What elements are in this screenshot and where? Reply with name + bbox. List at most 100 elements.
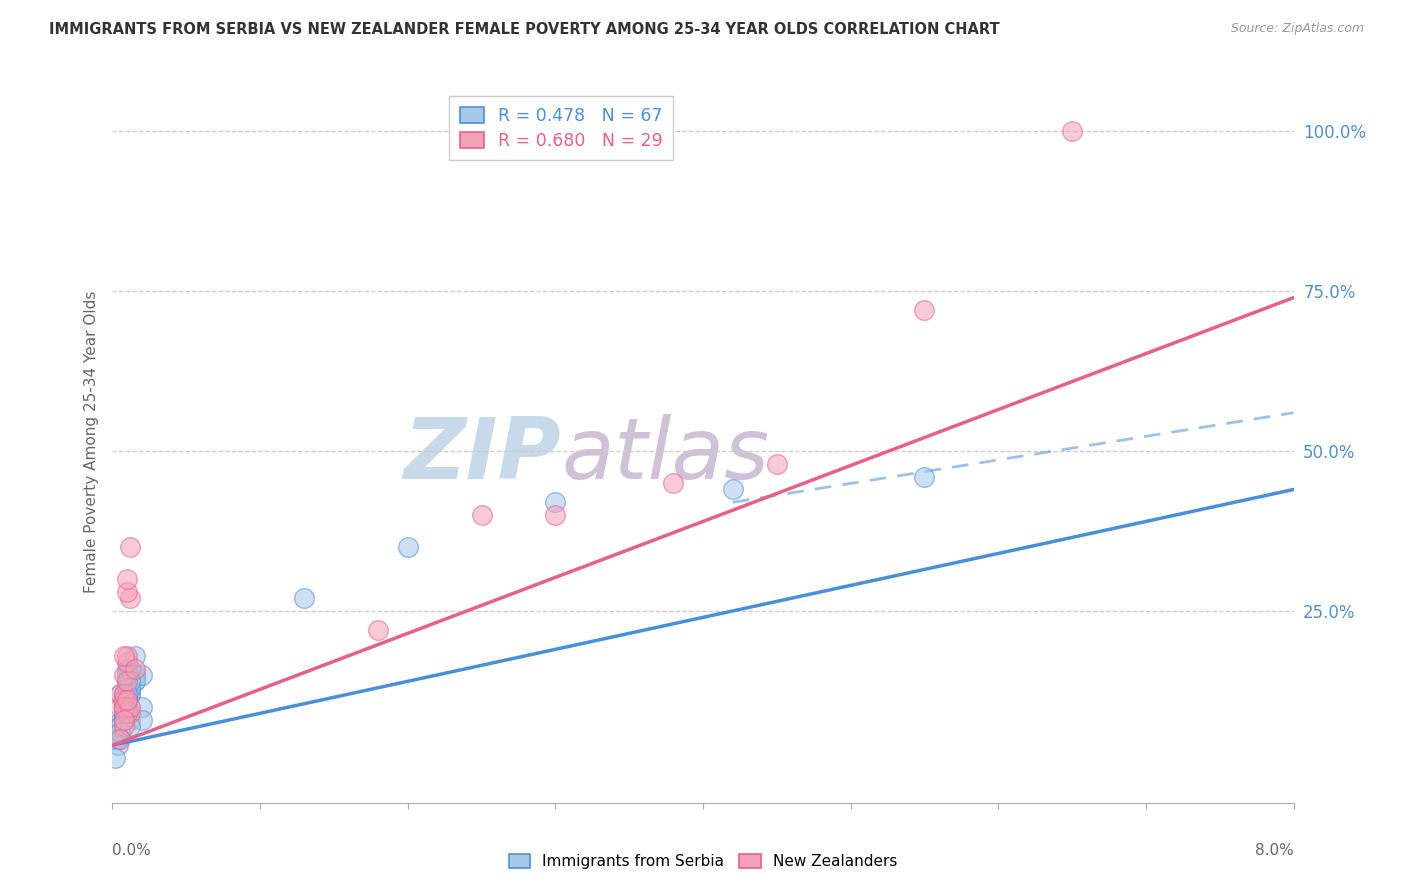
Point: [112, 693, 135, 707]
Legend: Immigrants from Serbia, New Zealanders: Immigrants from Serbia, New Zealanders: [502, 847, 904, 875]
Point: [108, 725, 131, 739]
Point: [108, 699, 131, 714]
Point: [120, 719, 142, 733]
Point: [131, 668, 153, 682]
Text: IMMIGRANTS FROM SERBIA VS NEW ZEALANDER FEMALE POVERTY AMONG 25-34 YEAR OLDS COR: IMMIGRANTS FROM SERBIA VS NEW ZEALANDER …: [49, 22, 1000, 37]
Point: [120, 681, 142, 695]
Point: [396, 540, 419, 554]
Point: [117, 687, 138, 701]
Point: [120, 681, 142, 695]
Text: 0.0%: 0.0%: [112, 843, 152, 857]
Point: [117, 661, 138, 675]
Point: [117, 681, 138, 695]
Point: [117, 668, 138, 682]
Point: [112, 693, 135, 707]
Point: [112, 668, 135, 682]
Point: [1062, 124, 1084, 138]
Point: [108, 687, 131, 701]
Point: [117, 706, 138, 721]
Point: [117, 584, 138, 599]
Point: [112, 706, 135, 721]
Point: [112, 699, 135, 714]
Point: [107, 731, 129, 746]
Point: [112, 648, 135, 663]
Point: [117, 693, 138, 707]
Point: [120, 674, 142, 689]
Point: [117, 674, 138, 689]
Point: [108, 725, 131, 739]
Point: [117, 693, 138, 707]
Point: [120, 661, 142, 675]
Point: [117, 693, 138, 707]
Point: [108, 719, 131, 733]
Point: [112, 713, 135, 727]
Point: [112, 706, 135, 721]
Point: [108, 687, 131, 701]
Point: [124, 674, 146, 689]
Text: ZIP: ZIP: [404, 415, 561, 498]
Point: [120, 681, 142, 695]
Point: [107, 738, 129, 752]
Point: [112, 687, 135, 701]
Text: atlas: atlas: [561, 415, 769, 498]
Point: [117, 648, 138, 663]
Point: [117, 681, 138, 695]
Point: [112, 699, 135, 714]
Point: [108, 719, 131, 733]
Point: [544, 495, 567, 509]
Point: [662, 476, 685, 491]
Point: [117, 693, 138, 707]
Point: [120, 687, 142, 701]
Point: [124, 668, 146, 682]
Point: [112, 706, 135, 721]
Point: [112, 706, 135, 721]
Point: [131, 699, 153, 714]
Point: [112, 706, 135, 721]
Point: [117, 693, 138, 707]
Point: [117, 674, 138, 689]
Point: [107, 731, 129, 746]
Point: [117, 693, 138, 707]
Legend: R = 0.478   N = 67, R = 0.680   N = 29: R = 0.478 N = 67, R = 0.680 N = 29: [450, 96, 673, 161]
Point: [108, 725, 131, 739]
Point: [117, 693, 138, 707]
Point: [112, 719, 135, 733]
Point: [112, 699, 135, 714]
Point: [131, 713, 153, 727]
Point: [117, 681, 138, 695]
Point: [112, 706, 135, 721]
Point: [117, 687, 138, 701]
Point: [124, 648, 146, 663]
Point: [544, 508, 567, 522]
Point: [112, 687, 135, 701]
Point: [120, 706, 142, 721]
Point: [471, 508, 494, 522]
Point: [120, 591, 142, 606]
Point: [120, 699, 142, 714]
Point: [117, 655, 138, 669]
Point: [112, 699, 135, 714]
Point: [112, 699, 135, 714]
Y-axis label: Female Poverty Among 25-34 Year Olds: Female Poverty Among 25-34 Year Olds: [83, 291, 98, 592]
Point: [117, 699, 138, 714]
Point: [117, 693, 138, 707]
Point: [292, 591, 315, 606]
Point: [112, 713, 135, 727]
Point: [112, 699, 135, 714]
Point: [120, 674, 142, 689]
Point: [108, 731, 131, 746]
Point: [120, 540, 142, 554]
Point: [108, 719, 131, 733]
Point: [104, 751, 127, 765]
Point: [914, 469, 936, 483]
Point: [117, 572, 138, 586]
Point: [112, 699, 135, 714]
Point: [120, 713, 142, 727]
Point: [124, 668, 146, 682]
Point: [721, 483, 744, 497]
Point: [112, 706, 135, 721]
Point: [367, 623, 389, 637]
Point: [124, 674, 146, 689]
Point: [914, 303, 936, 318]
Point: [120, 687, 142, 701]
